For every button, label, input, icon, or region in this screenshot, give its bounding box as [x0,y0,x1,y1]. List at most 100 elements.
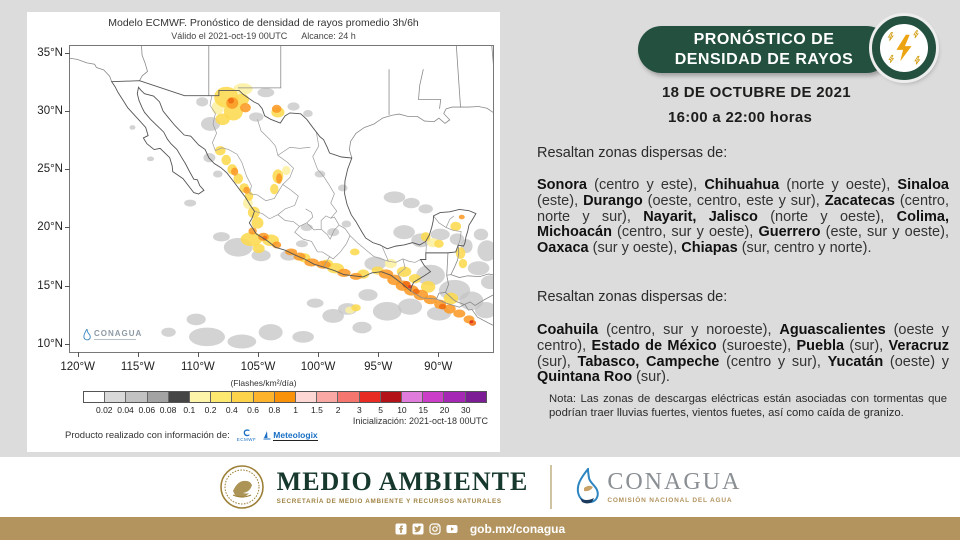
colorbar-tick-label: 20 [439,405,450,415]
droplet-icon [83,329,91,341]
lon-tick-label: 105°W [240,361,276,373]
ecmwf-logo: Ⅽ ECMWF [236,428,257,442]
map-watermark: CONAGUA [83,329,142,341]
lat-tick-label: 25°N [37,163,63,176]
colorbar-cell [253,392,275,402]
colorbar-tick-label: 3 [357,405,362,415]
colorbar-tick-label: 0.4 [225,405,238,415]
colorbar-cell [465,392,486,402]
map-panel: Modelo ECMWF. Pronóstico de densidad de … [27,12,500,452]
map-range-label: Alcance: 24 h [301,31,356,41]
credit-row: Producto realizado con información de: Ⅽ… [65,429,318,443]
title-line1: PRONÓSTICO DE [693,31,835,49]
map-subtitle: Válido el 2021-oct-19 00UTC Alcance: 24 h [27,31,500,41]
colorbar-labels: 0.02 0.04 0.06 0.08 0.1 0.2 0.4 0.6 0.8 1 1.5 2 3 5 10… [83,405,487,415]
colorbar-tick-label: 0.1 [183,405,196,415]
title-banner: PRONÓSTICO DE DENSIDAD DE RAYOS [638,26,890,73]
lon-tick-label: 110°W [180,361,215,373]
medio-ambiente-title: MEDIO AMBIENTE [276,467,529,496]
init-label: Inicialización: 2021-oct-18 00UTC [352,416,488,426]
forecast-map: 35°N 30°N 25°N 20°N 15°N 10°N 120°W 115°W 110°W… [37,45,494,373]
colorbar-tick-label: 0.8 [268,405,281,415]
colorbar-cell [147,392,169,402]
title-line2: DENSIDAD DE RAYOS [674,50,854,68]
lat-tick-label: 10°N [37,337,63,350]
lat-tick-label: 15°N [37,279,63,292]
colorbar-tick-label: 1.5 [310,405,323,415]
gobmx-url[interactable]: gob.mx/conagua [469,521,566,536]
conagua-subtitle: COMISIÓN NACIONAL DEL AGUA [607,497,733,504]
lon-tick-label: 115°W [120,361,155,373]
colorbar-cell [338,392,360,402]
map-title: Modelo ECMWF. Pronóstico de densidad de … [108,17,419,29]
mexico-outline-path [112,81,476,291]
sail-icon [263,431,271,440]
section1-states: Sonora (centro y este), Chihuahua (norte… [537,177,950,257]
note-text: Nota: Las zonas de descargas eléctricas … [549,393,947,419]
footer: MEDIO AMBIENTE SECRETARÍA DE MEDIO AMBIE… [0,457,960,517]
central-america-path [411,245,493,325]
section2-lead: Resaltan zonas dispersas de: [537,289,728,305]
watermark-label: CONAGUA [94,329,143,338]
section1-lead: Resaltan zonas dispersas de: [537,145,728,161]
conagua-block: CONAGUA COMISIÓN NACIONAL DEL AGUA [574,468,741,506]
footer-divider [550,465,553,509]
lat-tick-label: 30°N [37,104,63,117]
lightning-badge [872,16,936,80]
colorbar-tick-label: 1 [293,405,298,415]
forecast-time-range: 16:00 a 22:00 horas [668,109,813,126]
colorbar-cell [232,392,254,402]
forecast-date: 18 DE OCTUBRE DE 2021 [662,84,851,101]
colorbar-cell [105,392,127,402]
colorbar-tick-label: 10 [397,405,407,415]
credit-label: Producto realizado con información de: [65,430,230,442]
colorbar-cell [84,392,106,402]
section2-states: Coahuila (centro, sur y noroeste), Aguas… [537,322,950,386]
youtube-icon[interactable] [446,523,458,535]
colorbar-cell [126,392,148,402]
colorbar-tick-label: 5 [378,405,384,415]
lon-tick-label: 120°W [60,361,96,373]
medio-ambiente-block: MEDIO AMBIENTE SECRETARÍA DE MEDIO AMBIE… [276,467,529,506]
government-seal-icon [219,465,264,509]
colorbar-cell [380,392,403,402]
conagua-title: CONAGUA [607,469,742,495]
colorbar-cell [211,392,233,402]
colorbar-tick-label: 15 [418,405,428,415]
map-valid-label: Válido el 2021-oct-19 00UTC [171,31,288,41]
colorbar-tick-label: 2 [335,405,341,415]
lon-tick-label: 100°W [300,361,336,373]
colorbar-tick-label: 0.02 [95,405,113,415]
colorbar-cell [296,392,318,402]
colorbar-tick-label: 0.04 [117,405,134,415]
lon-tick-label: 95°W [364,361,393,373]
lat-tick-label: 35°N [37,46,63,59]
colorbar-tick-label: 0.08 [159,405,177,415]
facebook-icon[interactable] [395,523,407,535]
colorbar-tick-label: 0.6 [247,405,260,415]
colorbar-cell [402,392,424,402]
lon-tick-label: 90°W [424,361,453,373]
colorbar-cell [317,392,339,402]
colorbar [83,391,487,403]
social-bar: gob.mx/conagua [0,517,960,540]
colorbar-tick-label: 0.2 [204,405,217,415]
us-borders-path [70,46,493,158]
colorbar-tick-label: 0.06 [138,405,156,415]
twitter-icon[interactable] [412,523,424,535]
mexico-map-svg [70,46,493,349]
lightning-icon [887,30,921,65]
colorbar-tick-label: 30 [461,405,471,415]
colorbar-units-label: (Flashes/km²/día) [230,378,297,388]
conagua-logo-icon [577,468,600,504]
meteologix-logo: Meteologix [263,430,318,442]
mexico-state-lines-path [210,96,461,281]
medio-ambiente-subtitle: SECRETARÍA DE MEDIO AMBIENTE Y RECURSOS … [276,498,502,505]
colorbar-cell [190,392,212,402]
colorbar-cell [444,392,466,402]
colorbar-cell [359,392,381,402]
lat-tick-label: 20°N [37,221,63,234]
instagram-icon[interactable] [429,522,441,535]
colorbar-cell [274,392,297,402]
